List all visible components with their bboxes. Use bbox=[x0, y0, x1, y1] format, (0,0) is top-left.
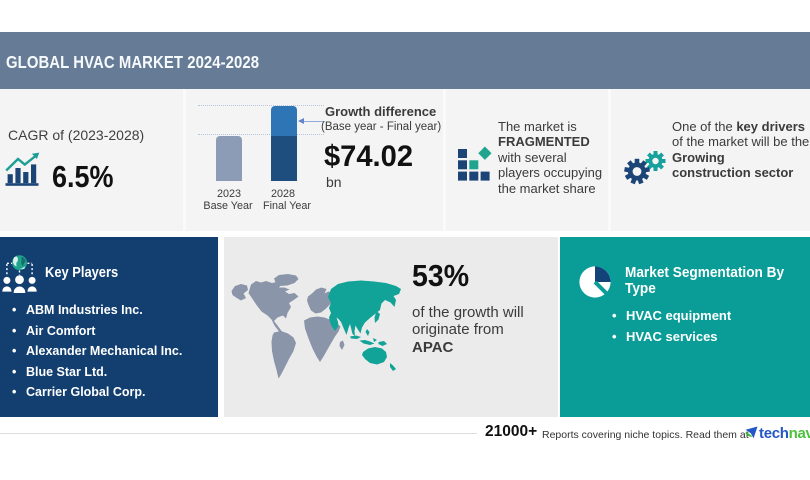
svg-text:technavio: technavio bbox=[759, 425, 810, 441]
